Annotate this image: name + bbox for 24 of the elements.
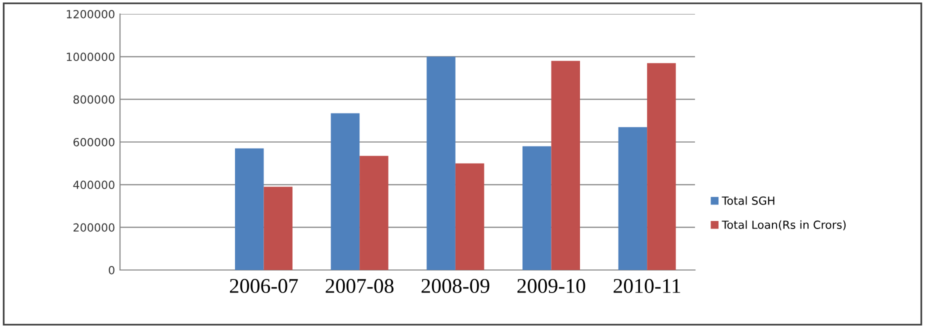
bar (618, 127, 648, 270)
x-tick-label: 2009-10 (517, 278, 586, 293)
y-tick-label: 400000 (73, 180, 114, 190)
bar (426, 56, 456, 270)
y-tick-label: 200000 (74, 223, 114, 232)
x-tick-label: 2010-11 (614, 278, 680, 293)
bar (330, 113, 360, 270)
x-tick-label: 2007-08 (326, 278, 394, 293)
bar (647, 63, 676, 270)
y-tick-label: 800000 (73, 95, 114, 104)
y-tick-label: 600000 (74, 138, 114, 146)
bar (455, 163, 484, 270)
x-tick-label: 2006-07 (230, 278, 298, 293)
bar (264, 186, 292, 270)
legend-label: Total Loan(Rs in Crors) (722, 220, 846, 230)
legend-label: Total SGH (722, 196, 774, 205)
y-tick-label: 1200000 (66, 10, 114, 18)
x-tick-label: 2008-09 (422, 278, 490, 293)
bar (551, 60, 580, 270)
y-tick-label: 0 (108, 266, 114, 274)
bar (522, 146, 552, 270)
bar (360, 156, 388, 270)
bar (235, 148, 264, 270)
y-tick-label: 1000000 (66, 52, 114, 62)
